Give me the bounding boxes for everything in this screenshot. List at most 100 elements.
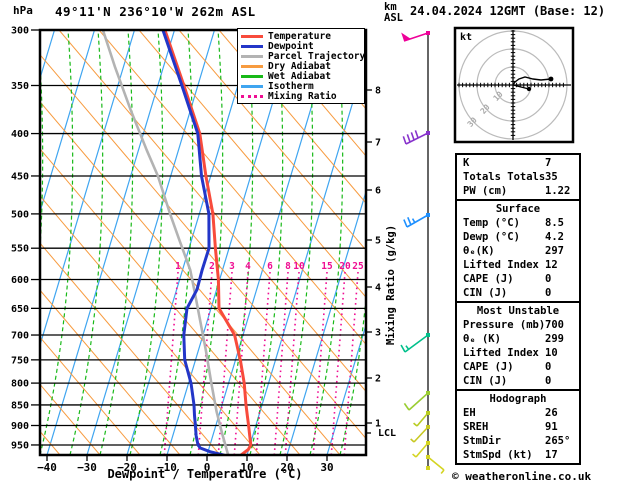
copyright: © weatheronline.co.uk xyxy=(452,470,592,483)
row-value: 1.22 xyxy=(545,185,571,197)
mixing-ratio-value: 25 xyxy=(352,261,364,272)
km-tick-label: 6 xyxy=(375,186,381,197)
row-value: 700 xyxy=(545,319,564,331)
table-header: Surface xyxy=(495,203,541,215)
km-tick-label: 4 xyxy=(375,283,381,294)
row-value: 10 xyxy=(545,347,558,359)
pressure-tick-label: 700 xyxy=(11,331,29,342)
altitude-axis-unit: km ASL xyxy=(384,2,403,24)
table-row: EH 26 xyxy=(457,406,579,420)
pressure-tick-label: 750 xyxy=(11,355,29,366)
wind-barb xyxy=(413,411,430,427)
legend-swatch-dry-adiabat xyxy=(241,64,263,68)
temp-tick-label: 10 xyxy=(240,461,253,474)
legend-label: Dewpoint xyxy=(268,40,314,52)
legend-item: Temperature xyxy=(241,30,361,42)
row-label: Temp (°C) xyxy=(463,217,520,229)
legend-swatch-wet-adiabat xyxy=(241,74,263,78)
row-label: EH xyxy=(463,407,476,419)
temp-tick-label: −40 xyxy=(37,461,57,474)
legend-item: Mixing Ratio xyxy=(241,90,361,102)
row-label: CIN (J) xyxy=(463,287,508,299)
legend-swatch-mixing-ratio xyxy=(241,94,263,98)
table-header: Most Unstable xyxy=(476,305,560,317)
km-tick-label: 3 xyxy=(375,328,381,339)
table-row: StmDir 265° xyxy=(457,434,579,448)
mixing-ratio-value: 10 xyxy=(293,261,305,272)
temp-tick-label: 30 xyxy=(320,461,333,474)
mixing-ratio-value: 4 xyxy=(245,261,251,272)
table-row: SREH 91 xyxy=(457,420,579,434)
row-value: 12 xyxy=(545,259,558,271)
mixing-ratio-value: 2 xyxy=(209,261,215,272)
legend-item: Wet Adiabat xyxy=(241,70,361,82)
pressure-tick-label: 950 xyxy=(11,440,29,451)
legend-swatch-parcel-trajectory xyxy=(241,54,263,58)
row-label: Lifted Index xyxy=(463,259,539,271)
legend-label: Mixing Ratio xyxy=(268,90,337,102)
temp-tick-label: −20 xyxy=(117,461,137,474)
wind-barb xyxy=(403,213,430,228)
parcel-trajectory-trace xyxy=(101,30,230,455)
row-label: θₑ(K) xyxy=(463,245,495,257)
legend-label: Temperature xyxy=(268,30,331,42)
row-label: Totals Totals xyxy=(463,171,546,183)
row-value: 35 xyxy=(545,171,558,183)
legend-item: Isotherm xyxy=(241,80,361,92)
legend-item: Dewpoint xyxy=(241,40,361,52)
row-value: 17 xyxy=(545,449,558,461)
table-row: CAPE (J) 0 xyxy=(457,360,579,374)
mixing-ratio-axis-label: Mixing Ratio (g/kg) xyxy=(385,224,397,346)
legend-label: Wet Adiabat xyxy=(268,70,331,82)
table-row: Lifted Index 10 xyxy=(457,346,579,360)
mixing-ratio-line xyxy=(312,271,328,455)
page-title: 49°11'N 236°10'W 262m ASL xyxy=(55,4,256,19)
pressure-axis-unit: hPa xyxy=(13,4,33,17)
temp-tick-label: 20 xyxy=(280,461,293,474)
hodograph-trace xyxy=(512,76,552,86)
pressure-tick-label: 900 xyxy=(11,421,29,432)
table-row: Totals Totals 35 xyxy=(457,170,579,184)
row-label: CAPE (J) xyxy=(463,361,514,373)
legend-swatch-temperature xyxy=(241,34,263,38)
km-tick-label: 5 xyxy=(375,236,381,247)
indices-table: K 7 Totals Totals 35 PW (cm) 1.22 xyxy=(455,153,581,201)
table-row: θₑ(K) 297 xyxy=(457,244,579,258)
wind-barb xyxy=(402,130,430,145)
legend-label: Isotherm xyxy=(268,80,314,92)
pressure-tick-label: 450 xyxy=(11,171,29,182)
run-datetime: 24.04.2024 12GMT (Base: 12) xyxy=(410,4,606,18)
row-value: 0 xyxy=(545,361,552,373)
altitude-unit-km: km xyxy=(384,1,397,13)
row-label: CIN (J) xyxy=(463,375,508,387)
temp-tick-label: −30 xyxy=(77,461,97,474)
pressure-tick-label: 350 xyxy=(11,81,29,92)
legend: Temperature Dewpoint Parcel Trajectory Dry … xyxy=(237,28,365,104)
indices-panel: K 7 Totals Totals 35 PW (cm) 1.22 Surface Temp … xyxy=(455,153,581,465)
mixing-ratio-value: 6 xyxy=(267,261,273,272)
pressure-tick-label: 500 xyxy=(11,209,29,220)
pressure-tick-label: 650 xyxy=(11,304,29,315)
legend-label: Dry Adiabat xyxy=(268,60,331,72)
row-label: PW (cm) xyxy=(463,185,508,197)
plot-border xyxy=(38,28,368,457)
row-value: 0 xyxy=(545,287,552,299)
pressure-tick-label: 300 xyxy=(11,26,29,37)
mixing-ratio-value: 8 xyxy=(285,261,291,272)
table-row: StmSpd (kt) 17 xyxy=(457,448,579,462)
km-tick-label: 8 xyxy=(375,86,381,97)
pressure-tick-label: 400 xyxy=(11,129,29,140)
altitude-unit-asl: ASL xyxy=(384,12,403,24)
pressure-tick-label: 550 xyxy=(11,244,29,255)
mixing-ratio-value: 3 xyxy=(229,261,235,272)
row-value: 0 xyxy=(545,375,552,387)
row-value: 26 xyxy=(545,407,558,419)
temp-tick-label: 0 xyxy=(204,461,211,474)
indices-table: Hodograph EH 26 SREH 91 StmDir 265° StmSpd (kt)… xyxy=(455,389,581,465)
pressure-tick-label: 850 xyxy=(11,400,29,411)
row-label: Pressure (mb) xyxy=(463,319,546,331)
indices-table: Most Unstable Pressure (mb) 700 θₑ (K) 299 Li… xyxy=(455,301,581,391)
